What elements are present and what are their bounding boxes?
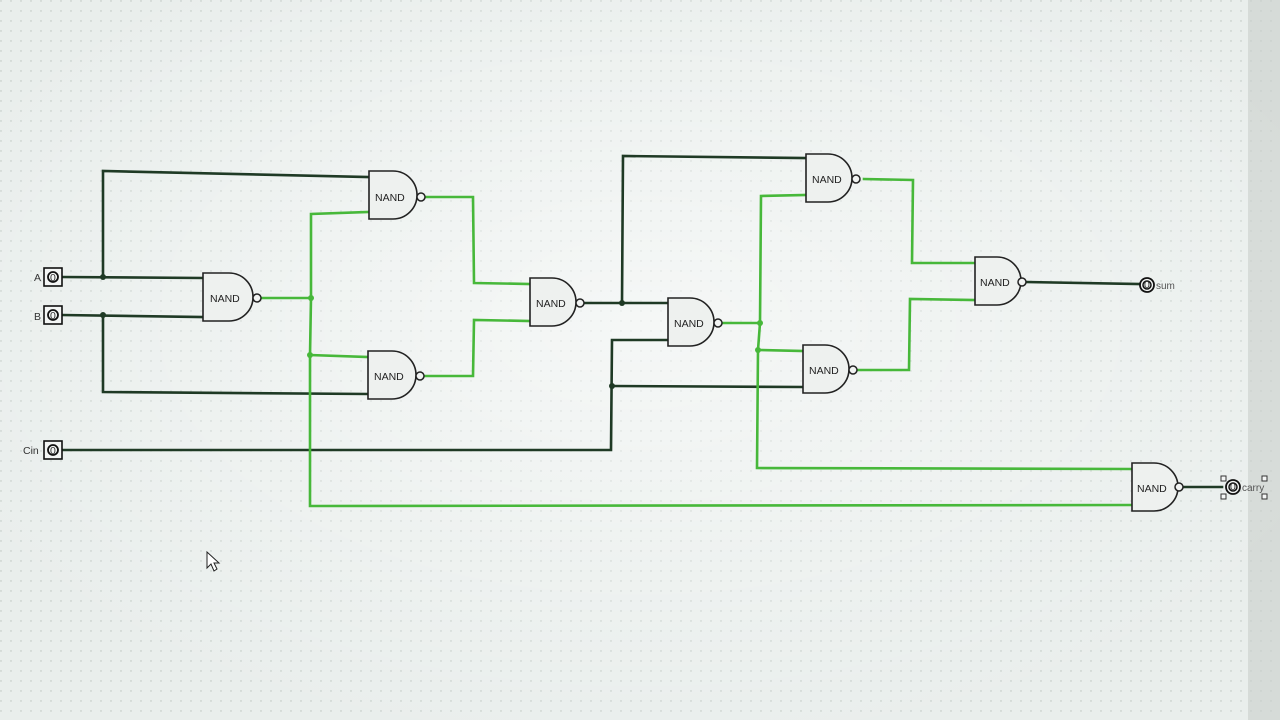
gate-2-label: NAND <box>375 192 405 204</box>
wire-nand3-to-nand4[interactable] <box>422 318 532 378</box>
wire-cin-main[interactable] <box>60 338 670 452</box>
gate-4-label: NAND <box>536 298 566 310</box>
wire-a-to-nand1[interactable] <box>60 275 205 280</box>
gate-5-label: NAND <box>674 318 704 330</box>
nand-gate-2[interactable]: NAND <box>368 170 426 220</box>
input-pin-b[interactable]: B 0 <box>34 305 63 325</box>
mouse-cursor-icon <box>206 550 221 572</box>
wire-nand5-to-nand9[interactable] <box>755 348 1134 471</box>
wire-nand1-to-nand2[interactable] <box>309 210 370 300</box>
nand-gate-7[interactable]: NAND <box>802 344 858 394</box>
junction-node <box>619 300 625 306</box>
nand-gate-8[interactable]: NAND <box>974 256 1027 306</box>
selection-handle[interactable] <box>1261 493 1268 500</box>
junction-node <box>609 383 615 389</box>
selection-handle[interactable] <box>1220 493 1227 500</box>
wire-nand6-to-nand8[interactable] <box>862 177 977 265</box>
output-pin-carry[interactable]: 0 carry <box>1220 475 1268 500</box>
junction-node <box>100 274 106 280</box>
nand-gate-3[interactable]: NAND <box>367 350 425 400</box>
selection-handle[interactable] <box>1261 475 1268 482</box>
gate-9-label: NAND <box>1137 483 1167 495</box>
input-b-label: B <box>34 311 41 323</box>
output-pin-sum[interactable]: 0 sum <box>1139 277 1175 293</box>
output-carry-label: carry <box>1242 483 1264 494</box>
input-pin-cin[interactable]: Cin 0 <box>23 440 63 460</box>
input-a-value: 0 <box>50 272 56 284</box>
wire-nand1-to-nand9[interactable] <box>308 353 1134 508</box>
wire-nand7-to-nand8[interactable] <box>856 297 977 372</box>
nand-gate-6[interactable]: NAND <box>805 153 861 203</box>
wire-b-to-nand1[interactable] <box>60 313 205 319</box>
junction-node <box>307 352 313 358</box>
output-carry-value: 0 <box>1230 481 1236 493</box>
gate-7-label: NAND <box>809 365 839 377</box>
nand-gate-9[interactable]: NAND <box>1131 462 1184 512</box>
nand-gate-1[interactable]: NAND <box>202 272 262 322</box>
input-b-value: 0 <box>50 310 56 322</box>
nand-gate-4[interactable]: NAND <box>529 277 585 327</box>
input-cin-label: Cin <box>23 445 39 457</box>
wire-nand4-to-nand6[interactable] <box>620 154 808 305</box>
wire-a-branch-to-nand2[interactable] <box>101 169 370 279</box>
canvas-edge <box>1248 0 1280 720</box>
junction-node <box>755 347 761 353</box>
wire-nand2-to-nand4[interactable] <box>424 195 532 286</box>
nand-gate-5[interactable]: NAND <box>667 297 723 347</box>
wire-nand5-to-nand6[interactable] <box>758 193 808 325</box>
junction-node <box>308 295 314 301</box>
wire-b-branch-to-nand3[interactable] <box>101 313 370 396</box>
output-sum-label: sum <box>1156 281 1175 292</box>
wire-sum-out[interactable] <box>1024 280 1142 286</box>
input-pin-a[interactable]: A 0 <box>34 267 63 287</box>
input-a-label: A <box>34 272 41 284</box>
junction-node <box>100 312 106 318</box>
input-cin-value: 0 <box>50 445 56 457</box>
wire-cin-to-nand7[interactable] <box>610 384 806 389</box>
gate-1-label: NAND <box>210 293 240 305</box>
gate-6-label: NAND <box>812 174 842 186</box>
junction-node <box>757 320 763 326</box>
gate-3-label: NAND <box>374 371 404 383</box>
output-sum-value: 0 <box>1144 279 1150 291</box>
gate-8-label: NAND <box>980 277 1010 289</box>
selection-handle[interactable] <box>1220 475 1227 482</box>
wire-junctions <box>100 274 763 389</box>
